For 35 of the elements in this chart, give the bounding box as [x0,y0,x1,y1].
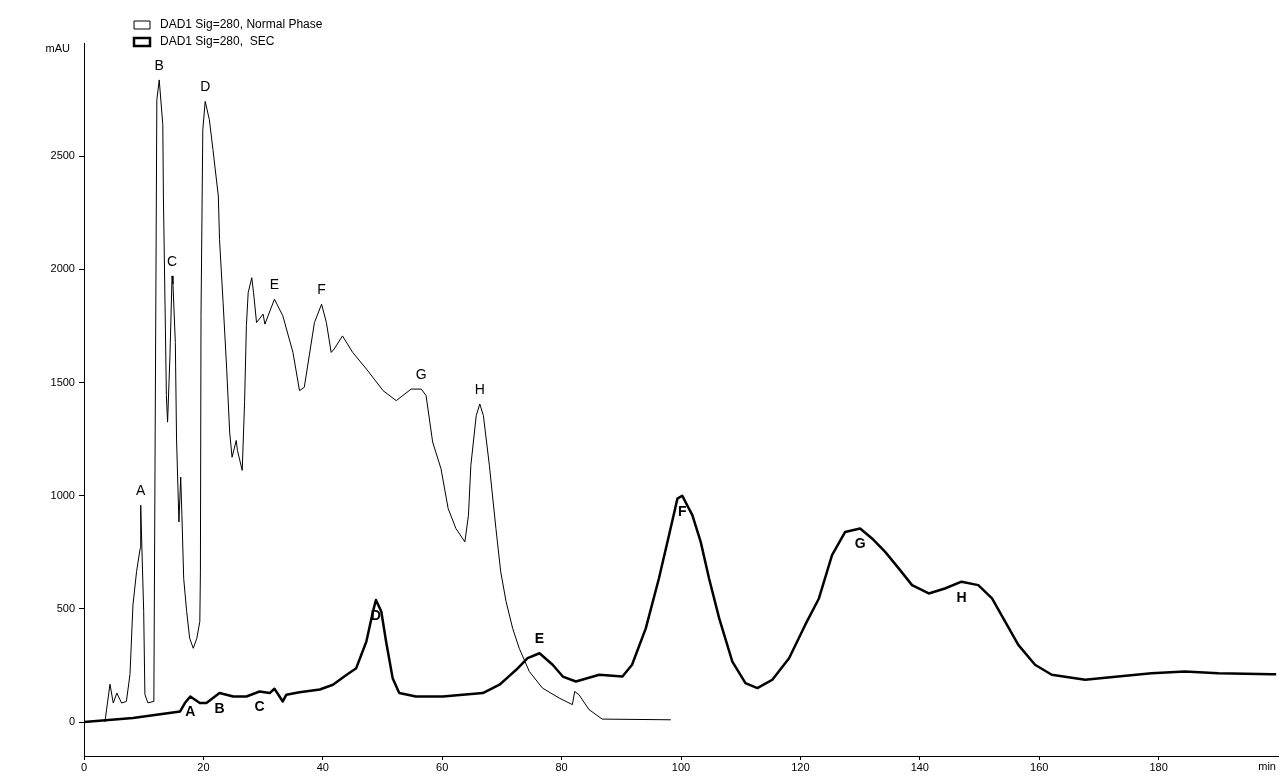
x-tick-label: 140 [910,760,929,773]
y-tick-label: 1500 [50,375,75,388]
annotation: B [214,699,225,716]
annotation: A [136,482,147,499]
annotation: H [474,380,485,397]
y-tick-label: 2500 [50,149,75,162]
annotation: C [166,252,178,269]
annotation: G [415,365,427,382]
x-tick-label: 80 [555,760,568,773]
annotation: H [956,588,967,605]
annotation: F [317,281,326,298]
x-tick-label: 180 [1149,760,1168,773]
x-tick-label: 160 [1030,760,1049,773]
x-tick-label: 100 [671,760,691,773]
annotation: F [677,502,687,519]
x-tick-label: 120 [791,760,810,773]
x-axis-title: min [1258,759,1276,772]
x-tick-label: 60 [436,760,449,773]
annotation: B [154,56,164,73]
legend-label: DAD1 Sig=280, Normal Phase [160,17,323,32]
annotation: A [185,703,196,720]
y-tick-label: 2000 [50,262,75,275]
y-axis-title: mAU [45,41,71,54]
legend-label: DAD1 Sig=280, SEC [160,34,275,49]
annotation: G [854,535,866,552]
y-tick-label: 500 [56,601,75,614]
annotation: C [254,698,265,715]
annotation: E [269,276,280,293]
annotation: E [534,630,545,647]
x-tick-label: 20 [197,760,210,773]
y-tick-label: 0 [68,715,75,728]
x-tick-label: 0 [80,760,88,773]
annotation: D [200,78,211,95]
y-tick-label: 1000 [50,488,75,501]
x-tick-label: 40 [316,760,329,773]
